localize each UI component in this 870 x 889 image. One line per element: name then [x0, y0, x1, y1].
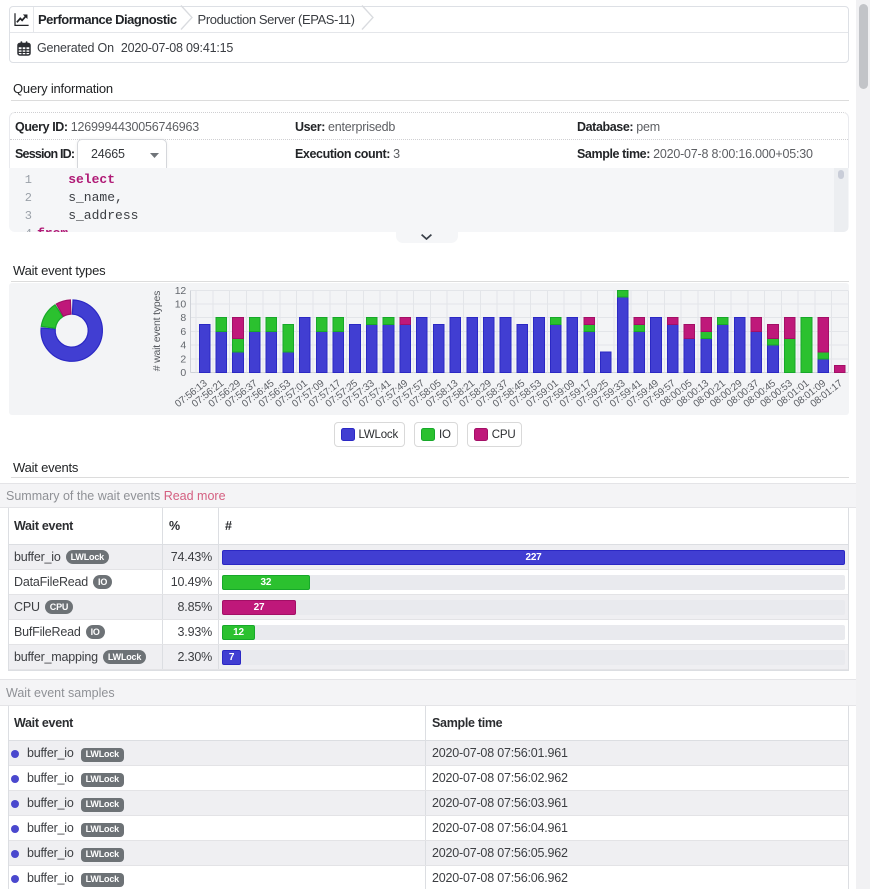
svg-text:8: 8	[180, 312, 186, 324]
svg-text:6: 6	[180, 326, 186, 338]
svg-text:0: 0	[180, 367, 186, 379]
svg-text:# wait event types: # wait event types	[151, 291, 163, 371]
svg-text:2: 2	[180, 353, 186, 365]
svg-text:4: 4	[180, 340, 186, 352]
svg-text:10: 10	[175, 299, 187, 311]
svg-text:12: 12	[175, 285, 187, 297]
